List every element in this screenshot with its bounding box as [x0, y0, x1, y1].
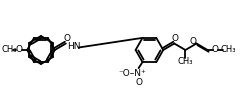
- Text: O: O: [135, 78, 142, 87]
- Text: CH₃: CH₃: [178, 57, 193, 66]
- Text: O: O: [212, 46, 219, 54]
- Text: O: O: [189, 37, 196, 46]
- Text: ⁻O–N⁺: ⁻O–N⁺: [119, 69, 147, 78]
- Text: CH₃: CH₃: [220, 46, 236, 54]
- Text: O: O: [172, 34, 179, 43]
- Text: HN: HN: [67, 42, 81, 51]
- Text: O: O: [16, 46, 23, 54]
- Text: CH₃: CH₃: [1, 46, 17, 54]
- Text: O: O: [63, 34, 70, 43]
